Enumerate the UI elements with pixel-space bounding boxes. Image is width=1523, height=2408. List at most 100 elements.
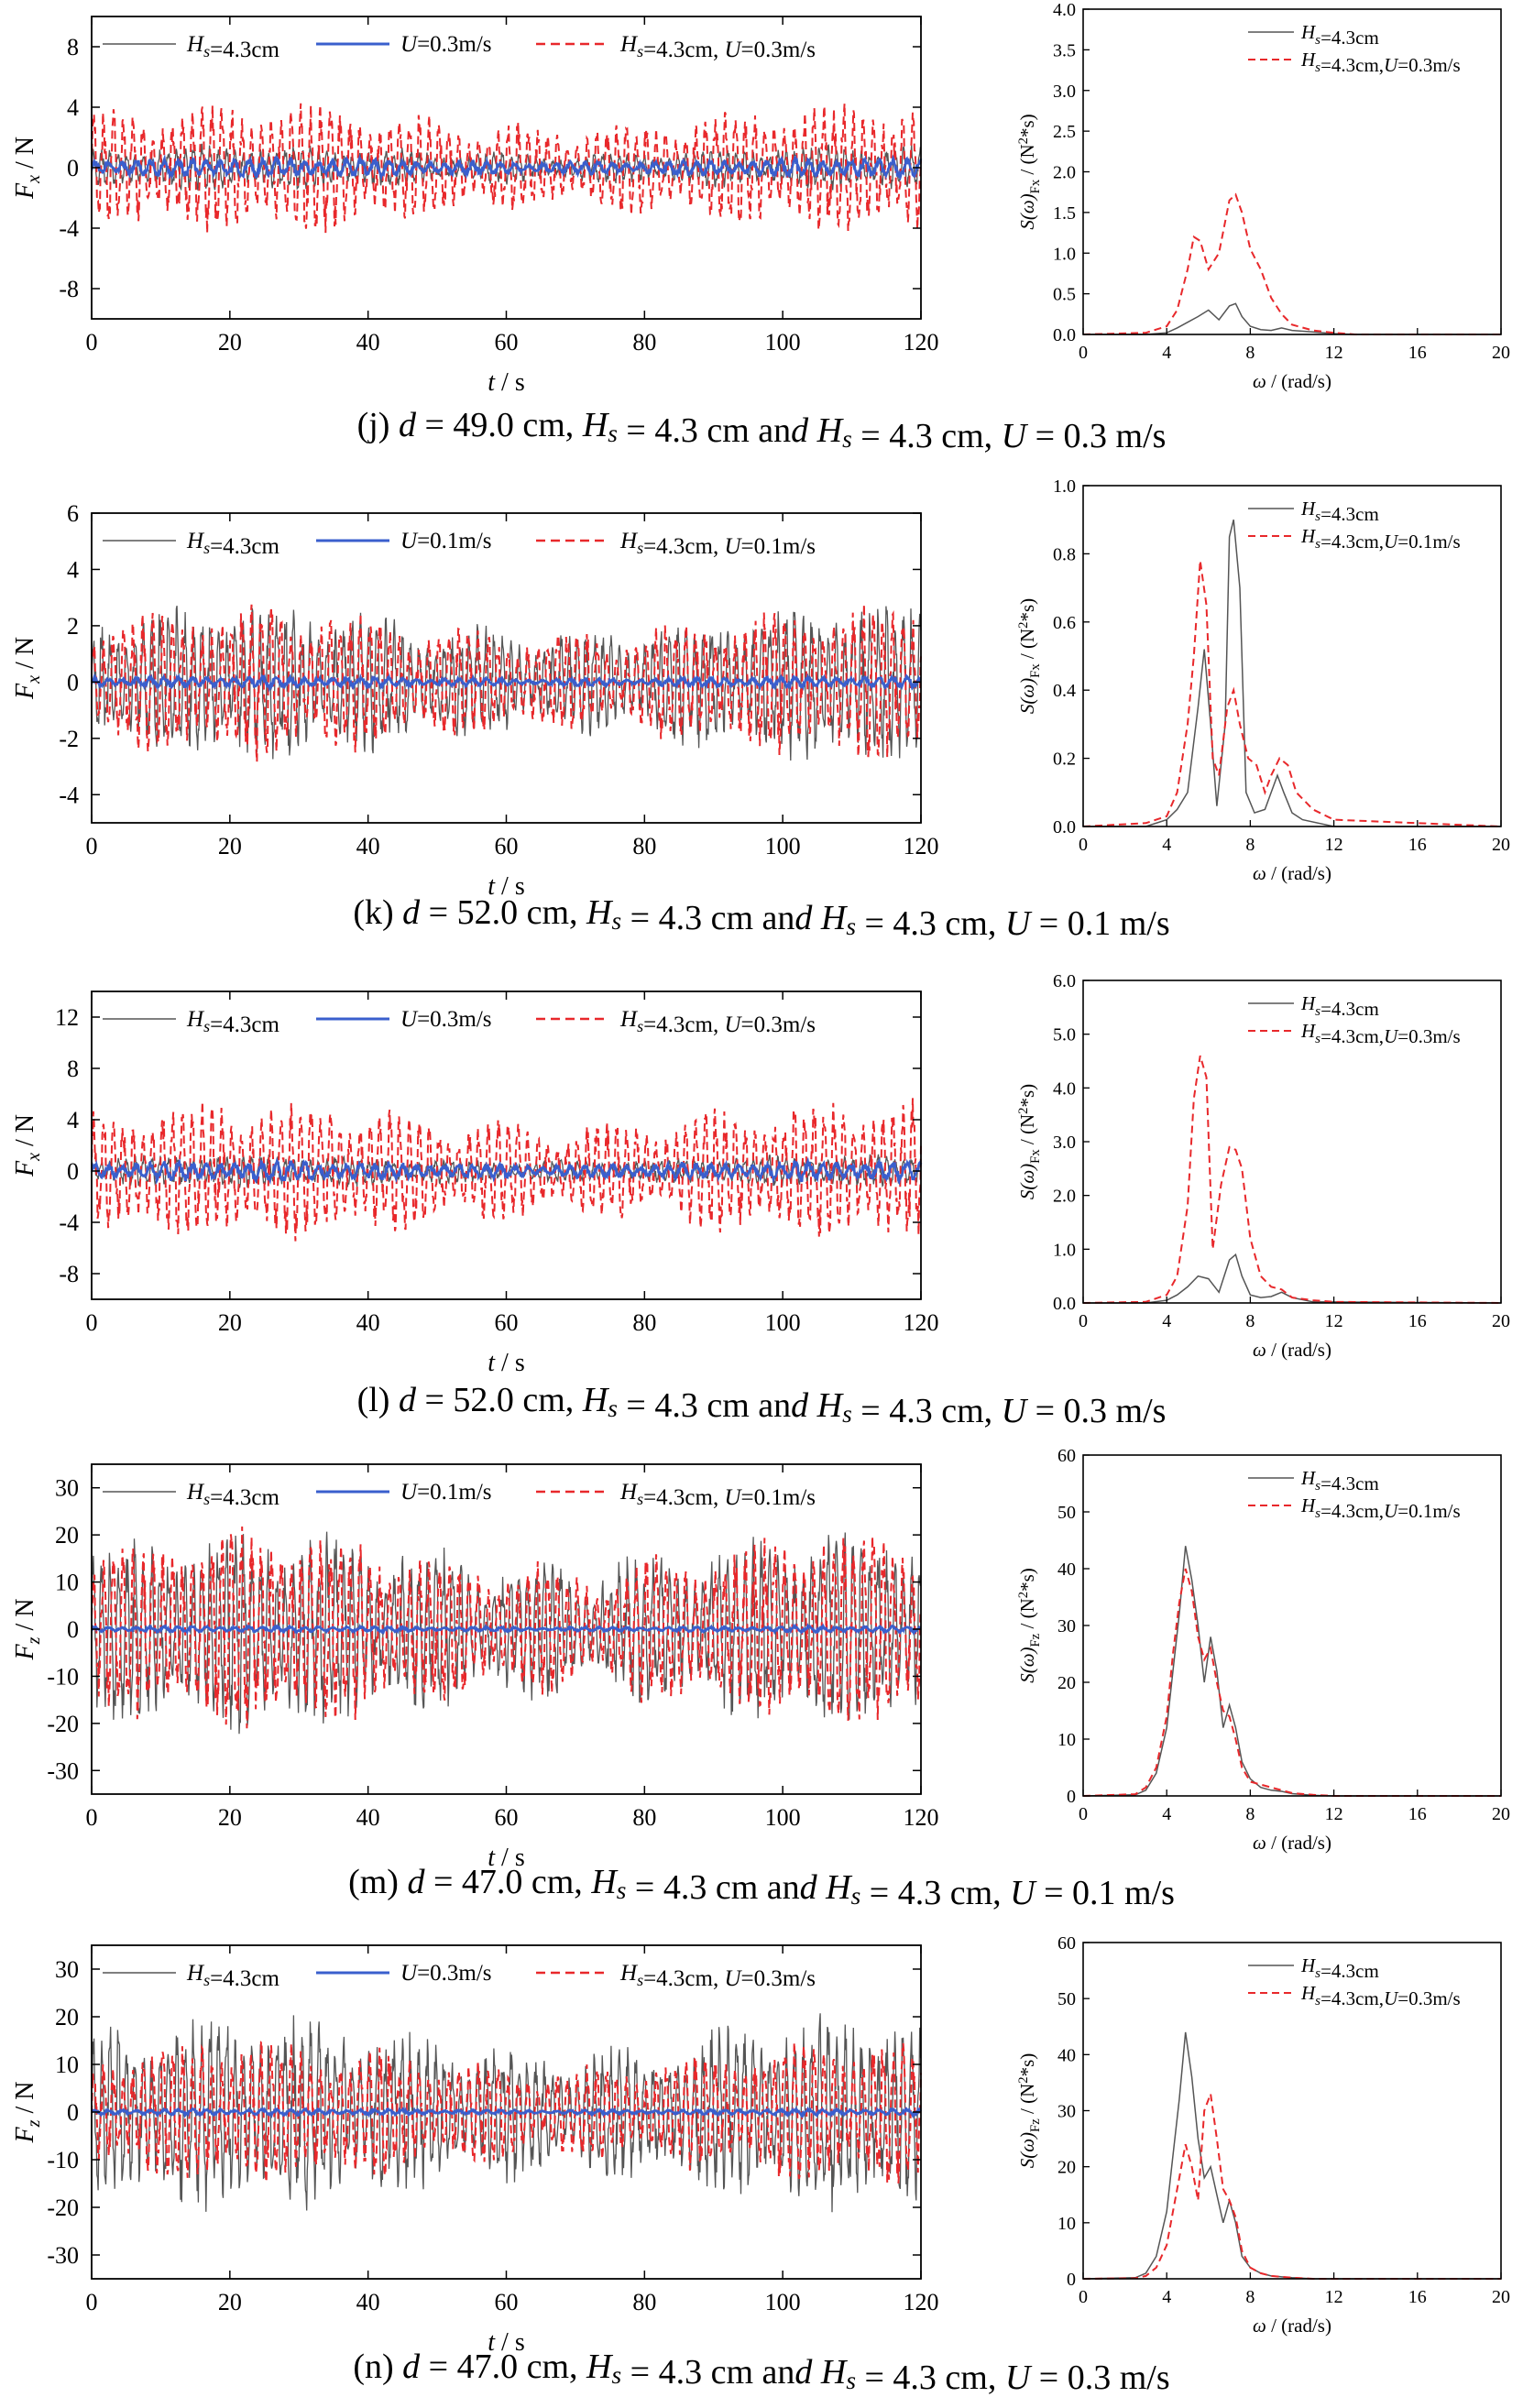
x-axis-label: t / s: [488, 872, 524, 901]
y-axis-label: S(ω)Fx / (N2*s): [1016, 598, 1043, 714]
y-tick-label: 0.2: [1053, 750, 1076, 770]
y-tick-label: -4: [59, 215, 79, 242]
caption-k: (k) d = 52.0 cm, Hs = 4.3 cm and Hs = 4.…: [353, 893, 1169, 943]
y-axis-label: S(ω)Fz / (N2*s): [1016, 1568, 1043, 1683]
svg-text:U=0.3m/s: U=0.3m/s: [400, 1961, 492, 1986]
x-tick-label: 60: [495, 833, 519, 859]
x-tick-label: 12: [1325, 2287, 1343, 2307]
svg-text:(k) d = 52.0 cm, Hs = 4.3 cm a: (k) d = 52.0 cm, Hs = 4.3 cm and Hs = 4.…: [353, 893, 1169, 943]
y-tick-label: 30: [55, 1956, 79, 1983]
x-tick-label: 12: [1325, 343, 1343, 363]
x-tick-label: 16: [1408, 835, 1427, 855]
x-tick-label: 8: [1245, 1311, 1255, 1331]
series-line-current-m: [91, 1623, 922, 1636]
y-axis-label: Fx / N: [11, 637, 44, 700]
y-axis-label: Fz / N: [11, 1599, 44, 1661]
x-tick-label: 20: [218, 833, 242, 859]
y-tick-label: 1.5: [1053, 203, 1076, 224]
y-tick-label: 30: [1057, 2102, 1076, 2122]
x-tick-label: 8: [1245, 1804, 1255, 1824]
y-tick-label: 0: [1067, 2270, 1076, 2290]
x-tick-label: 20: [218, 1804, 242, 1831]
y-tick-label: 40: [1057, 2045, 1076, 2065]
x-tick-label: 100: [765, 1804, 801, 1831]
x-tick-label: 120: [904, 833, 939, 859]
y-tick-label: 2.5: [1053, 122, 1076, 142]
legend-time-n: Hs=4.3cm U=0.3m/s Hs=4.3cm, U=0.3m/s: [103, 1961, 816, 1991]
x-tick-label: 12: [1325, 1804, 1343, 1824]
x-tick-label: 20: [1492, 835, 1510, 855]
x-tick-label: 20: [1492, 2287, 1510, 2307]
y-tick-label: 20: [55, 1522, 79, 1549]
y-tick-label: 0.8: [1053, 544, 1076, 564]
y-tick-label: 0.0: [1053, 817, 1076, 837]
svg-text:(j) d = 49.0 cm, Hs = 4.3 cm a: (j) d = 49.0 cm, Hs = 4.3 cm and Hs = 4.…: [357, 406, 1167, 455]
svg-text:Hs=4.3cm: Hs=4.3cm: [1300, 1954, 1379, 1982]
caption-l: (l) d = 52.0 cm, Hs = 4.3 cm and Hs = 4.…: [357, 1381, 1167, 1430]
svg-text:Hs=4.3cm: Hs=4.3cm: [186, 32, 280, 62]
series-line-wave-k: [91, 606, 922, 761]
y-tick-label: 1.0: [1053, 1240, 1076, 1260]
y-axis-label: Fz / N: [11, 2082, 44, 2144]
y-tick-label: 10: [1057, 1730, 1076, 1750]
y-tick-label: 3.5: [1053, 40, 1076, 60]
y-tick-label: 3.0: [1053, 1133, 1076, 1153]
svg-text:Hs=4.3cm, U=0.3m/s: Hs=4.3cm, U=0.3m/s: [619, 1007, 816, 1037]
x-tick-label: 12: [1325, 1311, 1343, 1331]
y-tick-label: 2: [67, 613, 79, 640]
x-tick-label: 80: [632, 833, 656, 859]
series-line-combined-j: [91, 103, 922, 234]
y-tick-label: 1.0: [1053, 244, 1076, 264]
svg-text:Hs=4.3cm,U=0.3m/s: Hs=4.3cm,U=0.3m/s: [1300, 1982, 1461, 2009]
svg-text:(l) d = 52.0 cm, Hs = 4.3 cm a: (l) d = 52.0 cm, Hs = 4.3 cm and Hs = 4.…: [357, 1381, 1167, 1430]
y-tick-label: 4: [67, 94, 79, 121]
y-tick-label: 40: [1057, 1560, 1076, 1580]
x-axis-label: t / s: [488, 2328, 524, 2357]
y-tick-label: 8: [67, 34, 79, 60]
x-tick-label: 20: [1492, 1804, 1510, 1824]
y-tick-label: -30: [47, 2242, 79, 2269]
y-tick-label: 4: [67, 556, 79, 583]
svg-text:Hs=4.3cm,U=0.1m/s: Hs=4.3cm,U=0.1m/s: [1300, 1494, 1461, 1522]
x-tick-label: 100: [765, 329, 801, 356]
x-tick-label: 80: [632, 1309, 656, 1336]
series-line-current-l: [90, 1156, 923, 1186]
y-axis-label: S(ω)Fz / (N2*s): [1016, 2053, 1043, 2169]
spectrum-line-wave-n: [1082, 2031, 1501, 2280]
spectrum-line-combined-j: [1082, 192, 1501, 335]
x-tick-label: 120: [904, 329, 939, 356]
x-tick-label: 20: [1492, 1311, 1510, 1331]
x-tick-label: 0: [86, 329, 98, 356]
y-tick-label: 30: [1057, 1616, 1076, 1636]
x-tick-label: 0: [1079, 835, 1088, 855]
svg-text:U=0.1m/s: U=0.1m/s: [400, 1480, 492, 1505]
x-tick-label: 60: [495, 329, 519, 356]
y-tick-label: -20: [47, 2195, 79, 2221]
y-tick-label: 10: [1057, 2214, 1076, 2234]
y-tick-label: 0.5: [1053, 285, 1076, 305]
y-tick-label: 4.0: [1053, 1078, 1076, 1099]
caption-j: (j) d = 49.0 cm, Hs = 4.3 cm and Hs = 4.…: [357, 406, 1167, 455]
y-tick-label: 6: [67, 500, 79, 527]
spectrum-line-combined-m: [1082, 1568, 1501, 1797]
time-series-chart-n: 0 20 40 60 80 100 120 -30 -20 -10 0 10 20 30 t / s Fz /…: [11, 1944, 939, 2357]
svg-text:Hs=4.3cm, U=0.3m/s: Hs=4.3cm, U=0.3m/s: [619, 1961, 816, 1991]
x-tick-label: 60: [495, 1804, 519, 1831]
svg-text:Hs=4.3cm, U=0.1m/s: Hs=4.3cm, U=0.1m/s: [619, 1480, 816, 1510]
spectrum-line-wave-j: [1083, 302, 1501, 335]
y-axis-label: S(ω)Fx / (N2*s): [1016, 1084, 1043, 1199]
y-tick-label: 0: [67, 2099, 79, 2126]
x-tick-label: 100: [765, 1309, 801, 1336]
x-tick-label: 20: [218, 2289, 242, 2315]
x-tick-label: 40: [356, 1804, 380, 1831]
series-line-combined-l: [91, 1098, 922, 1242]
y-tick-label: -10: [47, 1663, 79, 1690]
spectrum-line-combined-k: [1082, 560, 1502, 827]
x-axis-label: ω / (rad/s): [1253, 370, 1331, 392]
y-tick-label: 5.0: [1053, 1025, 1076, 1045]
